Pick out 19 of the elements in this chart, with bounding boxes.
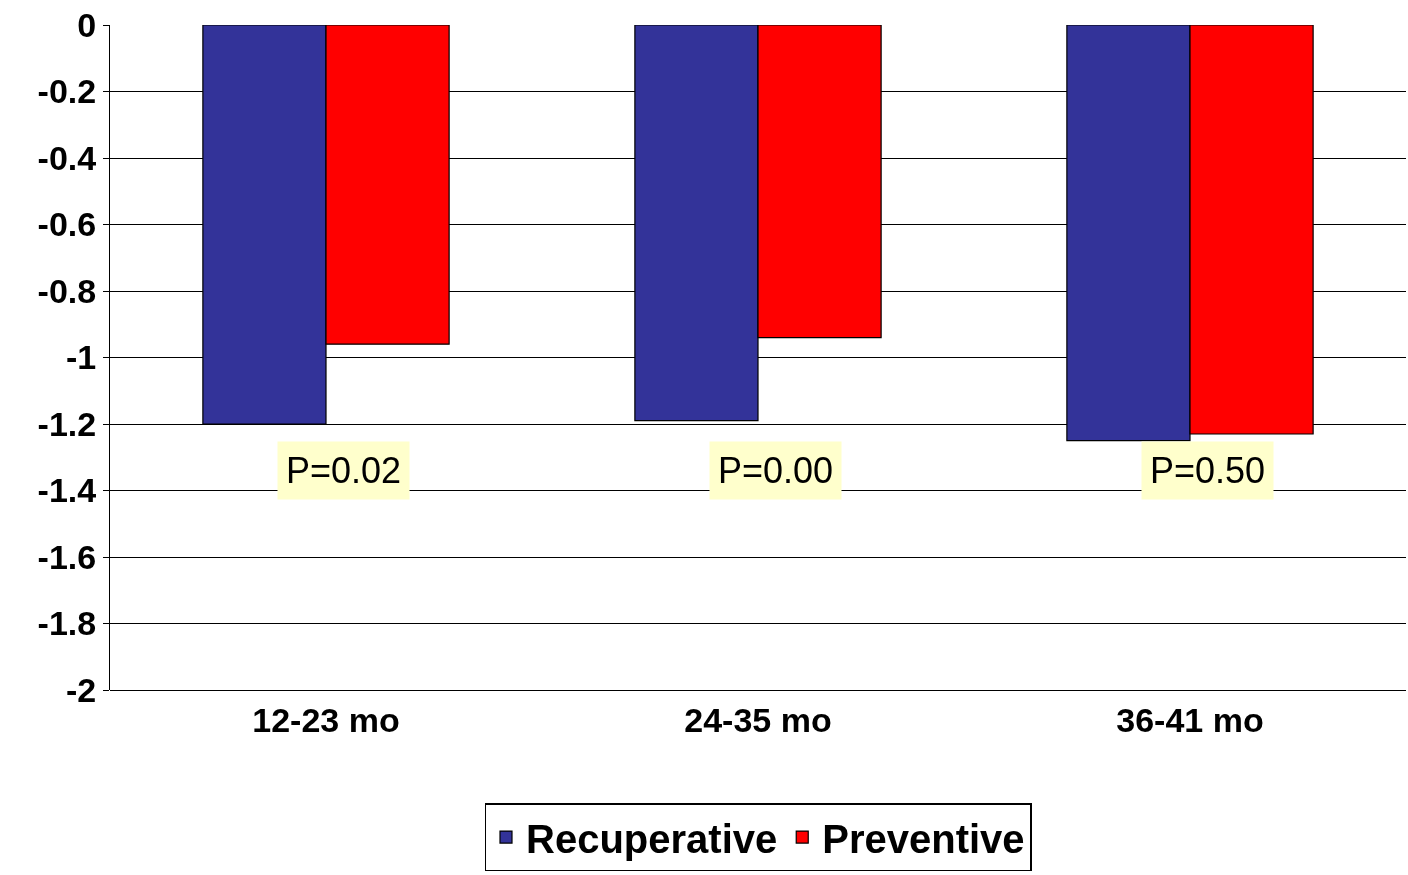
legend-label: Preventive: [822, 816, 1025, 861]
y-tick-label: -1.2: [37, 404, 97, 443]
y-tick-label: -0.2: [37, 72, 97, 111]
y-tick-label: 0: [77, 5, 97, 44]
annotation: P=0.00: [718, 450, 834, 491]
legend-label: Recuperative: [526, 816, 778, 861]
x-tick-label: 12-23 mo: [252, 700, 400, 739]
y-tick-label: -1.4: [37, 471, 97, 510]
y-tick-label: -2: [65, 670, 97, 709]
y-tick-label: -0.4: [37, 138, 97, 177]
y-tick-label: -1.8: [37, 604, 97, 643]
x-tick-label: 24-35 mo: [684, 700, 832, 739]
y-tick-label: -0.8: [37, 271, 97, 310]
y-tick-label: -1.6: [37, 537, 97, 576]
x-tick-label: 36-41 mo: [1116, 700, 1264, 739]
annotation: P=0.50: [1150, 450, 1266, 491]
y-tick-label: -1: [65, 338, 97, 377]
y-tick-label: -0.6: [37, 205, 97, 244]
annotation: P=0.02: [286, 450, 402, 491]
